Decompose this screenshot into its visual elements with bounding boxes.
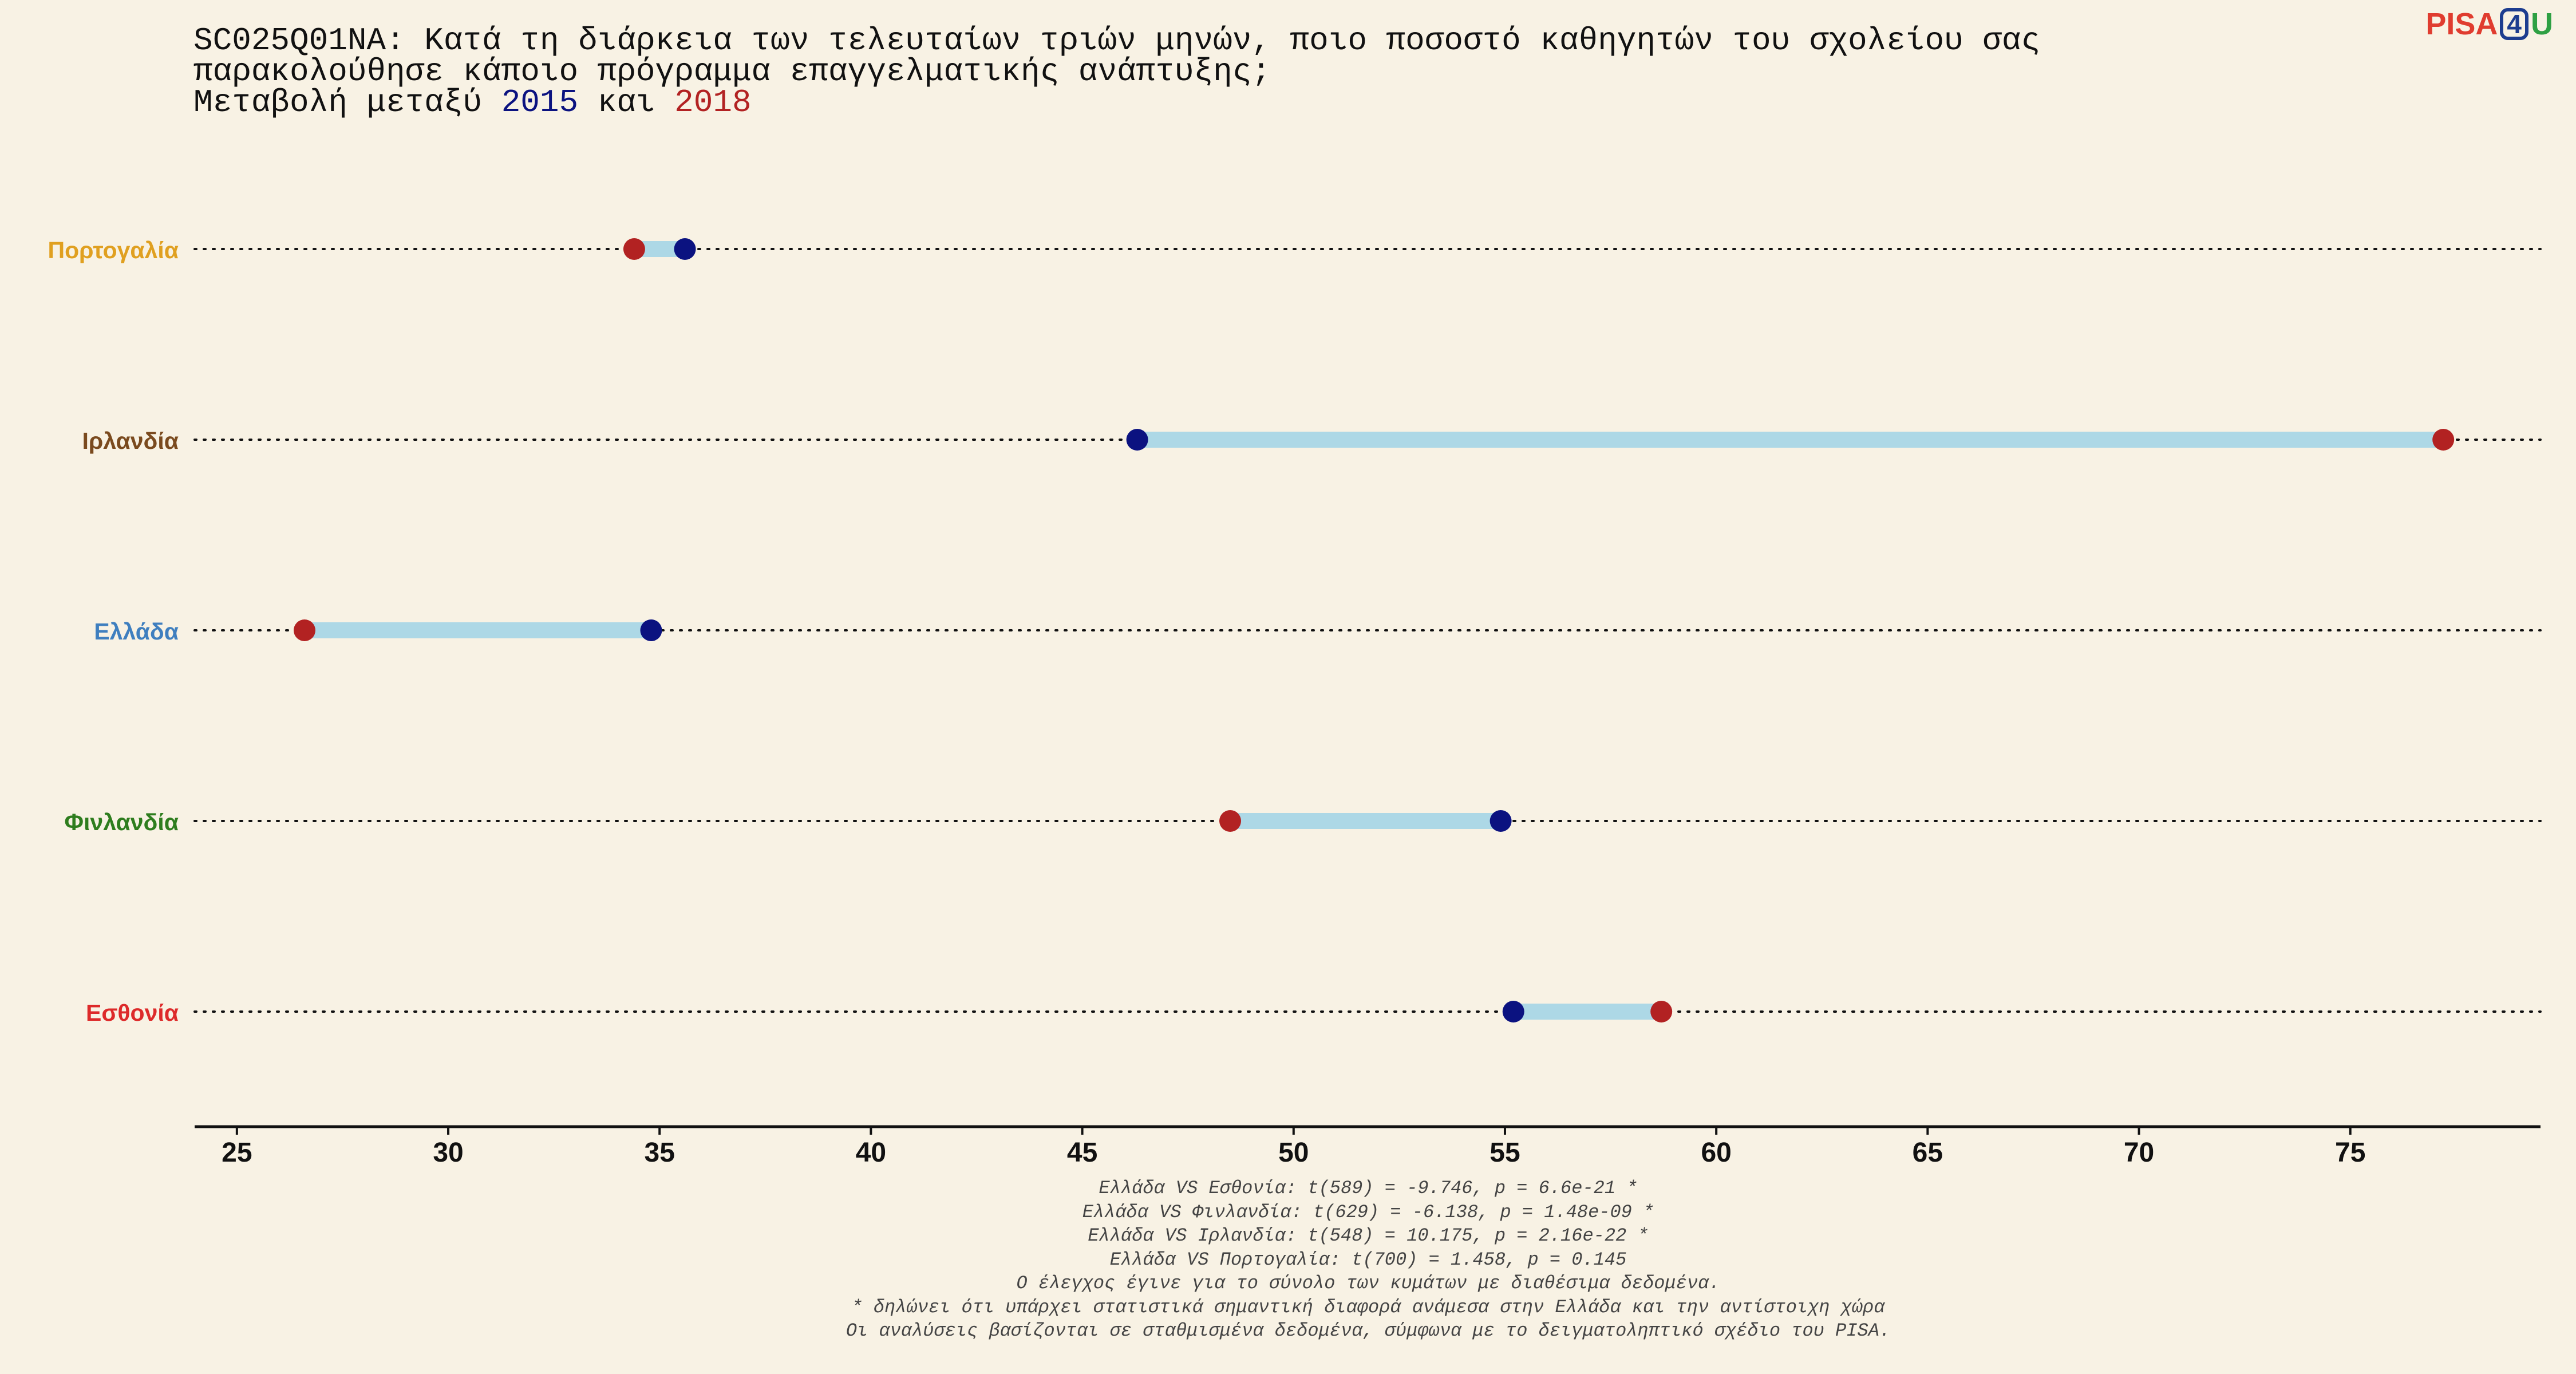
point-2015 bbox=[1490, 810, 1512, 832]
point-2018 bbox=[1219, 810, 1242, 832]
note-line: Ελλάδα VS Φινλανδία: t(629) = -6.138, p … bbox=[1082, 1201, 1654, 1223]
logo-part-u: U bbox=[2531, 7, 2553, 41]
note-line: Ελλάδα VS Πορτογαλία: t(700) = 1.458, p … bbox=[1109, 1249, 1627, 1270]
country-label: Ιρλανδία bbox=[82, 428, 179, 454]
point-2018 bbox=[623, 238, 645, 260]
x-tick-label: 35 bbox=[645, 1138, 675, 1168]
title-line-3-prefix: Μεταβολή μεταξύ bbox=[193, 84, 501, 121]
point-2018 bbox=[293, 619, 315, 641]
note-line: Ο έλεγχος έγινε για το σύνολο των κυμάτω… bbox=[1016, 1273, 1720, 1294]
logo-part-pisa: PISA bbox=[2425, 7, 2498, 41]
country-label: Ελλάδα bbox=[94, 618, 179, 645]
point-2018 bbox=[2432, 429, 2455, 451]
title-year-2018: 2018 bbox=[674, 84, 752, 121]
x-tick-label: 75 bbox=[2335, 1138, 2365, 1168]
note-line: Οι αναλύσεις βασίζονται σε σταθμισμένα δ… bbox=[846, 1320, 1891, 1341]
note-line: Ελλάδα VS Ιρλανδία: t(548) = 10.175, p =… bbox=[1088, 1225, 1649, 1246]
statistical-notes: Ελλάδα VS Εσθονία: t(589) = -9.746, p = … bbox=[0, 1176, 2576, 1343]
title-line-1: SC025Q01NA: Κατά τη διάρκεια των τελευτα… bbox=[193, 22, 2041, 59]
x-tick-label: 50 bbox=[1278, 1138, 1309, 1168]
note-line: * δηλώνει ότι υπάρχει στατιστικά σημαντι… bbox=[851, 1296, 1885, 1318]
point-2015 bbox=[1126, 429, 1148, 451]
country-label: Φινλανδία bbox=[64, 809, 179, 835]
note-line: Ελλάδα VS Εσθονία: t(589) = -9.746, p = … bbox=[1099, 1178, 1638, 1199]
x-tick-label: 70 bbox=[2124, 1138, 2154, 1168]
title-year-2015: 2015 bbox=[501, 84, 579, 121]
point-2018 bbox=[1650, 1001, 1673, 1022]
point-2015 bbox=[674, 238, 696, 260]
chart-title: SC025Q01NA: Κατά τη διάρκεια των τελευτα… bbox=[193, 22, 2041, 121]
x-tick-label: 65 bbox=[1913, 1138, 1943, 1168]
point-2015 bbox=[640, 619, 662, 641]
x-tick-label: 30 bbox=[433, 1138, 463, 1168]
x-tick-label: 25 bbox=[222, 1138, 252, 1168]
point-2015 bbox=[1502, 1001, 1524, 1022]
country-label: Εσθονία bbox=[86, 1000, 179, 1026]
x-tick-label: 55 bbox=[1490, 1138, 1520, 1168]
title-line-3-mid: και bbox=[578, 84, 675, 121]
title-line-2: παρακολούθησε κάποιο πρόγραμμα επαγγελμα… bbox=[193, 53, 1271, 90]
logo-part-4: 4 bbox=[2500, 8, 2528, 40]
country-label: Πορτογαλία bbox=[48, 237, 179, 263]
x-tick-label: 40 bbox=[856, 1138, 886, 1168]
x-tick-label: 60 bbox=[1701, 1138, 1731, 1168]
pisa4u-logo: PISA 4 U bbox=[2425, 7, 2553, 41]
x-tick-label: 45 bbox=[1067, 1138, 1097, 1168]
